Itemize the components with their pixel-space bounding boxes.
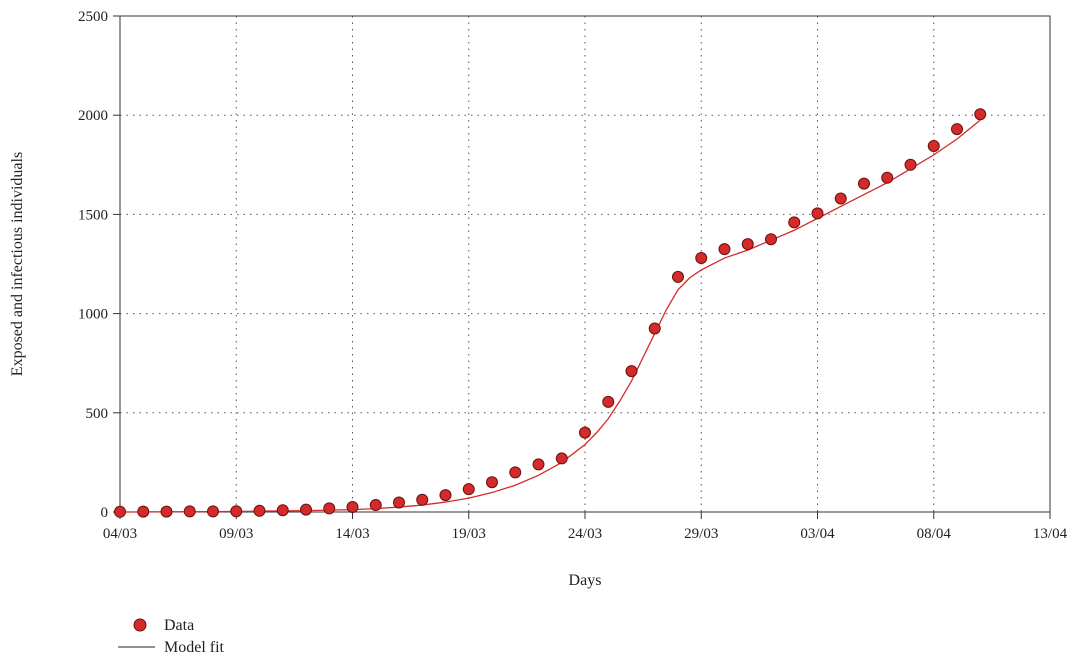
x-tick-label: 24/03: [568, 526, 602, 542]
data-point: [555, 452, 568, 465]
data-point: [509, 466, 522, 479]
data-point: [788, 216, 801, 229]
x-tick-label: 19/03: [452, 526, 486, 542]
legend-label-data: Data: [164, 617, 194, 634]
data-point: [718, 243, 731, 256]
x-axis-label: Days: [569, 572, 602, 589]
data-point: [183, 505, 196, 518]
x-tick-label: 08/04: [917, 526, 952, 542]
y-tick-label: 1000: [78, 307, 108, 323]
data-point: [602, 395, 615, 408]
series-layer: [114, 108, 987, 518]
data-point: [579, 426, 591, 439]
data-point: [369, 499, 382, 512]
y-tick-label: 1500: [78, 207, 108, 223]
y-tick-label: 0: [101, 505, 109, 521]
data-point: [811, 207, 824, 220]
data-point: [230, 505, 243, 518]
data-point: [648, 322, 661, 335]
data-point: [927, 139, 940, 152]
data-point: [904, 158, 917, 171]
data-point: [393, 496, 405, 509]
legend: Data Model fit: [118, 617, 225, 656]
y-axis-label: Exposed and infectious individuals: [9, 152, 26, 376]
legend-marker-data: [133, 618, 147, 632]
x-tick-label: 29/03: [684, 526, 718, 542]
x-tick-label: 09/03: [219, 526, 253, 542]
x-tick-label: 14/03: [335, 526, 369, 542]
data-point: [276, 504, 289, 517]
data-point: [625, 365, 638, 378]
data-point: [207, 505, 219, 518]
data-point: [532, 458, 545, 471]
data-point: [253, 504, 266, 517]
legend-label-model-fit: Model fit: [164, 639, 225, 656]
y-tick-label: 2500: [78, 9, 108, 25]
data-point: [462, 483, 475, 496]
y-tick-label: 2000: [78, 108, 108, 124]
data-point: [881, 171, 894, 184]
data-point: [974, 108, 987, 121]
data-point: [300, 503, 312, 516]
data-point: [439, 489, 452, 502]
x-tick-label: 13/04: [1033, 526, 1068, 542]
y-tick-label: 500: [86, 406, 109, 422]
data-point: [137, 505, 150, 518]
data-point: [951, 123, 963, 136]
x-tick-label: 04/03: [103, 526, 137, 542]
grid: [120, 16, 1050, 512]
data-point: [741, 238, 754, 251]
data-point: [765, 233, 777, 246]
data-point: [114, 505, 126, 518]
x-tick-label: 03/04: [800, 526, 835, 542]
data-point: [486, 476, 498, 489]
model-fit-line: [119, 119, 981, 513]
data-point: [695, 252, 708, 265]
data-point: [858, 177, 870, 190]
data-point: [416, 493, 429, 506]
data-point: [672, 270, 684, 283]
data-point: [346, 501, 359, 514]
data-point: [160, 505, 173, 518]
y-axis-ticks: 0 500 1000 1500 2000 2500: [78, 9, 120, 521]
x-axis-ticks: 04/03 09/03 14/03 19/03 24/03 29/03 03/04 08/04…: [103, 512, 1068, 542]
data-point: [834, 192, 847, 205]
data-point: [323, 502, 336, 515]
